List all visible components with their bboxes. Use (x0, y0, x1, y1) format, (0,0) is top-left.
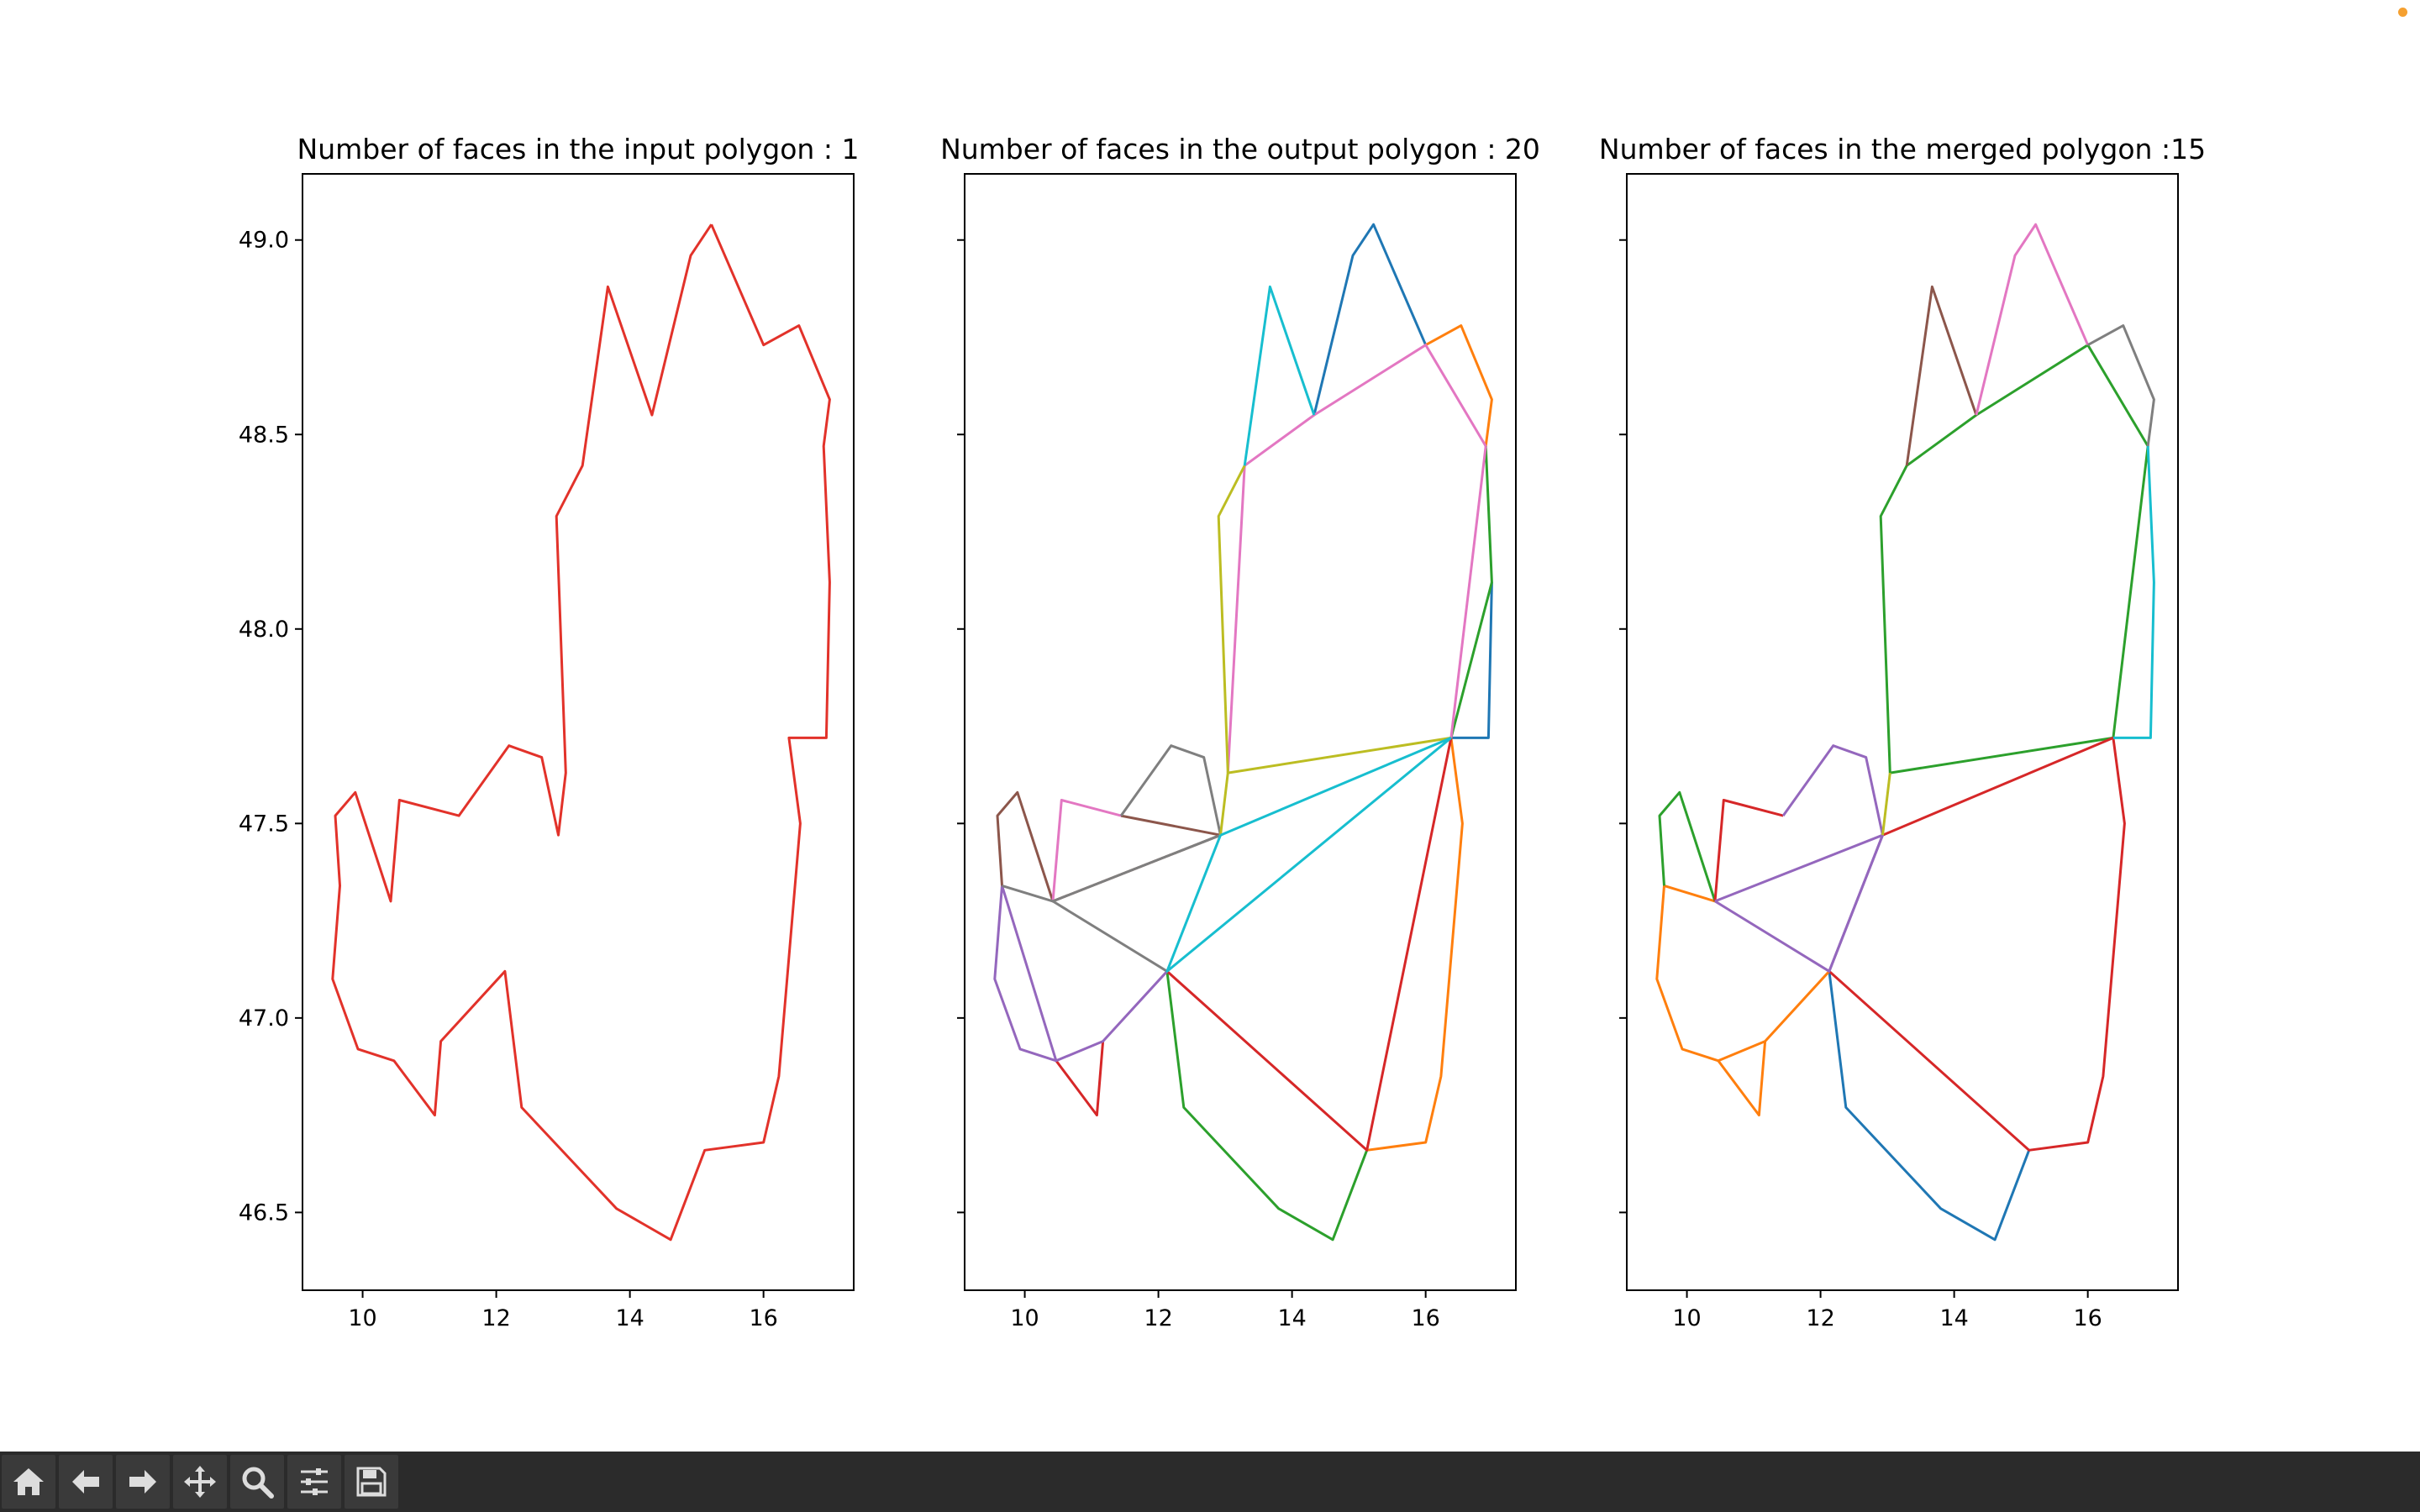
series-line (1713, 799, 1784, 902)
home-button[interactable] (2, 1455, 55, 1509)
axes-frame (964, 173, 1517, 1291)
zoom-button[interactable] (230, 1455, 284, 1509)
y-tick-label: 49.0 (239, 228, 289, 254)
series-line (1165, 737, 1452, 973)
series-line (1165, 971, 1369, 1242)
x-tick-label: 14 (1939, 1305, 1968, 1331)
y-tick-label: 47.5 (239, 811, 289, 837)
status-indicator-dot (2398, 8, 2407, 17)
pan-icon (184, 1466, 216, 1498)
series-line (1828, 834, 1884, 972)
series-line (1165, 738, 1453, 1152)
series-line (1002, 884, 1168, 973)
series-line (2112, 446, 2155, 739)
forward-arrow-icon (129, 1470, 156, 1494)
save-icon (356, 1467, 387, 1497)
x-tick-label: 12 (481, 1305, 510, 1331)
axes-frame (302, 173, 855, 1291)
series-line (331, 223, 831, 1242)
series-line (1313, 223, 1428, 416)
subplot-title: Number of faces in the input polygon : 1 (297, 133, 860, 165)
back-arrow-icon (72, 1470, 99, 1494)
zoom-icon (242, 1467, 274, 1499)
y-tick-label: 47.0 (239, 1005, 289, 1032)
series-line (1881, 772, 1891, 836)
subplot-title: Number of faces in the merged polygon :1… (1599, 133, 2206, 165)
subplot-merged-polygon: Number of faces in the merged polygon :1… (1599, 133, 2206, 1331)
x-tick-label: 16 (1411, 1305, 1439, 1331)
figure-canvas: Number of faces in the input polygon : 1… (239, 133, 2206, 1331)
x-tick-label: 10 (1672, 1305, 1701, 1331)
series-line (1905, 285, 1978, 466)
back-button[interactable] (59, 1455, 113, 1509)
configure-subplots-icon (301, 1468, 328, 1495)
series-line (1119, 744, 1222, 836)
series-line (1879, 344, 2149, 774)
series-line (1658, 790, 1717, 902)
series-line (1243, 285, 1316, 466)
series-line (1055, 1041, 1105, 1117)
x-tick-label: 12 (1144, 1305, 1172, 1331)
series-line (1655, 884, 1831, 1063)
x-tick-label: 14 (1277, 1305, 1306, 1331)
y-tick-label: 48.0 (239, 617, 289, 643)
axes-frame (1626, 173, 2179, 1291)
configure-subplots-button[interactable] (287, 1455, 341, 1509)
series-line (1052, 833, 1222, 903)
series-line (1714, 833, 1884, 973)
series-line (1975, 223, 2090, 416)
series-line (1449, 445, 1487, 738)
home-icon (13, 1468, 44, 1495)
series-line (1219, 737, 1452, 837)
series-line (1717, 1041, 1767, 1117)
series-line (1217, 465, 1246, 774)
y-tick-label: 46.5 (239, 1200, 289, 1226)
series-line (996, 790, 1222, 903)
series-line (1051, 799, 1122, 902)
series-line (1781, 744, 1884, 836)
subplot-input-polygon: Number of faces in the input polygon : 1… (239, 133, 860, 1331)
series-line (1226, 344, 1487, 774)
series-line (993, 884, 1169, 1063)
x-tick-label: 12 (1806, 1305, 1834, 1331)
series-line (1424, 324, 1493, 447)
series-line (1366, 738, 1464, 1152)
x-tick-label: 10 (348, 1305, 376, 1331)
subplot-title: Number of faces in the output polygon : … (940, 133, 1540, 165)
series-line (1828, 736, 2126, 1152)
forward-button[interactable] (116, 1455, 170, 1509)
save-button[interactable] (345, 1455, 398, 1509)
x-tick-label: 10 (1010, 1305, 1039, 1331)
navigation-toolbar (0, 1452, 2420, 1512)
x-tick-label: 16 (2073, 1305, 2102, 1331)
series-line (1450, 582, 1493, 739)
x-tick-label: 14 (615, 1305, 644, 1331)
subplot-output-polygon: Number of faces in the output polygon : … (940, 133, 1540, 1331)
y-tick-label: 48.5 (239, 422, 289, 448)
pan-button[interactable] (173, 1455, 227, 1509)
series-line (1828, 971, 2031, 1242)
series-line (1449, 446, 1493, 738)
series-line (2086, 324, 2155, 447)
x-tick-label: 16 (749, 1305, 777, 1331)
